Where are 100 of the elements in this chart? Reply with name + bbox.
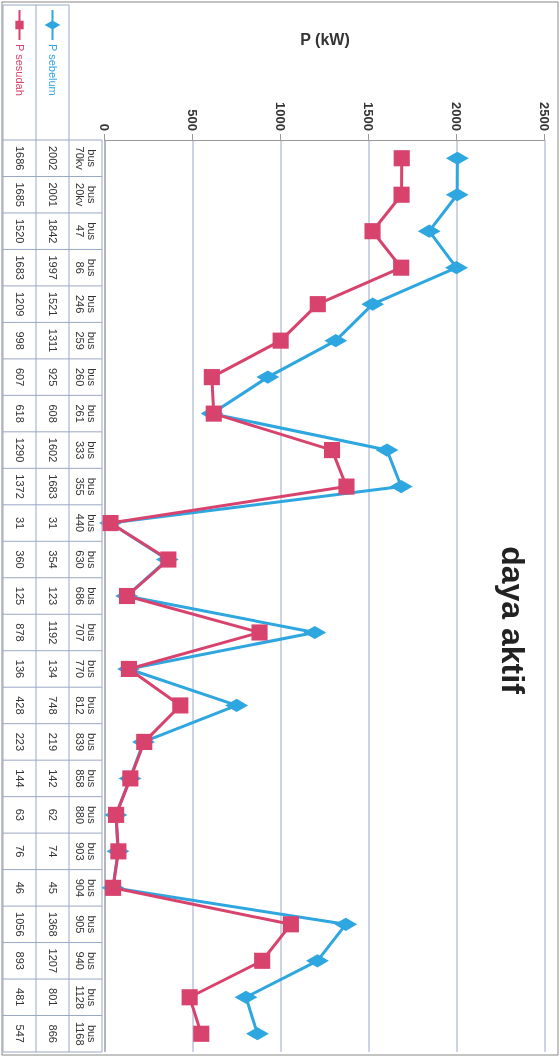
- point: [323, 442, 341, 459]
- y-tick-label: bus 259: [74, 331, 98, 350]
- data-label: 31: [13, 516, 26, 530]
- y-tick-label: bus 904: [74, 878, 98, 898]
- y-tick-label: bus 686: [74, 586, 98, 606]
- data-label: 2001: [46, 182, 59, 207]
- point: [393, 150, 410, 167]
- point: [105, 879, 122, 896]
- point: [181, 989, 198, 1006]
- y-tick-label: bus 355: [74, 477, 98, 496]
- data-label: 1192: [46, 620, 59, 645]
- point: [282, 916, 299, 933]
- point: [203, 369, 220, 386]
- y-tick-label: bus 905: [74, 915, 98, 934]
- data-label: 1602: [46, 437, 59, 463]
- data-label: 618: [13, 404, 26, 423]
- data-label: 144: [13, 769, 26, 788]
- data-label: 547: [13, 1024, 26, 1043]
- data-label: 142: [46, 769, 59, 788]
- y-tick-label: bus 333: [74, 440, 98, 460]
- point: [393, 186, 410, 203]
- data-label: 360: [13, 550, 26, 569]
- y-tick-label: bus 20kv: [74, 183, 98, 207]
- data-label: 2002: [46, 146, 59, 171]
- data-label: 31: [46, 516, 59, 530]
- y-tick-label: bus 260: [74, 367, 98, 387]
- y-tick-label: bus 1168: [74, 1021, 98, 1046]
- data-label: 46: [13, 881, 26, 894]
- data-label: 219: [46, 732, 59, 752]
- point: [272, 332, 289, 349]
- data-label: 1520: [13, 218, 26, 244]
- y-tick-label: bus 47: [74, 222, 98, 241]
- data-label: 748: [46, 696, 59, 715]
- data-label: 223: [13, 732, 26, 752]
- data-label: 1683: [13, 255, 26, 280]
- y-tick-label: bus 707: [74, 623, 98, 642]
- data-label: 1685: [13, 182, 26, 207]
- data-label: 1521: [46, 291, 59, 317]
- data-label: 62: [46, 808, 59, 822]
- y-tick-label: bus 630: [74, 550, 98, 569]
- point: [172, 697, 189, 714]
- data-label: 428: [13, 696, 26, 715]
- data-label: 1209: [13, 291, 26, 317]
- data-label: 608: [46, 404, 59, 423]
- point: [309, 296, 326, 313]
- data-label: 998: [13, 331, 26, 350]
- data-label: 607: [13, 367, 26, 387]
- data-label: 1372: [13, 474, 26, 499]
- data-label: 1842: [46, 218, 59, 244]
- point: [193, 1025, 210, 1042]
- point: [338, 478, 355, 495]
- y-tick-label: bus 261: [74, 404, 98, 423]
- y-tick-label: bus 812: [74, 696, 98, 715]
- x-tick-label: 1500: [361, 102, 377, 131]
- data-label: 1683: [46, 474, 59, 499]
- data-label: 63: [13, 808, 26, 822]
- x-tick-label: 2500: [537, 102, 553, 131]
- data-label: 74: [46, 845, 59, 858]
- point: [136, 733, 153, 750]
- data-label: 1290: [13, 437, 26, 463]
- x-tick-label: 1000: [273, 102, 289, 131]
- y-tick-label: bus 858: [74, 769, 98, 788]
- y-tick-label: bus 70kv: [74, 146, 98, 171]
- data-label: 925: [46, 367, 59, 387]
- y-tick-label: bus 880: [74, 805, 98, 825]
- x-tick-label: 2000: [449, 102, 465, 131]
- data-label: 1686: [13, 146, 26, 171]
- point: [110, 843, 127, 860]
- data-label: 1207: [46, 948, 59, 974]
- data-label: 878: [13, 623, 26, 642]
- y-tick-label: bus 440: [74, 513, 98, 533]
- y-tick-label: bus 940: [74, 951, 98, 971]
- point: [122, 770, 139, 787]
- data-label: 136: [13, 659, 26, 679]
- point: [160, 551, 177, 568]
- x-tick-label: 0: [97, 123, 113, 131]
- data-label: 801: [46, 988, 59, 1007]
- data-label: 134: [46, 659, 59, 679]
- data-label: 893: [13, 951, 26, 970]
- y-tick-label: bus 839: [74, 732, 98, 752]
- y-tick-label: bus 770: [74, 659, 98, 679]
- text: P sebelum: [46, 44, 59, 96]
- data-label: 1368: [46, 912, 59, 937]
- point: [393, 259, 410, 276]
- data-label: 866: [46, 1024, 59, 1043]
- text: daya aktif: [495, 546, 531, 695]
- y-tick-label: bus 86: [74, 258, 98, 278]
- data-label: 125: [13, 586, 26, 606]
- data-label: 481: [13, 988, 26, 1007]
- y-tick-label: bus 246: [74, 294, 98, 314]
- point: [254, 952, 271, 969]
- x-tick-label: 500: [185, 109, 201, 131]
- data-label: 76: [13, 845, 26, 858]
- data-label: 1997: [46, 255, 59, 280]
- point: [108, 806, 125, 823]
- text: P sesudah: [13, 44, 26, 96]
- x-axis-title: P (kW): [300, 31, 350, 48]
- y-tick-label: bus 903: [74, 842, 98, 861]
- point: [205, 405, 222, 422]
- data-label: 123: [46, 586, 59, 606]
